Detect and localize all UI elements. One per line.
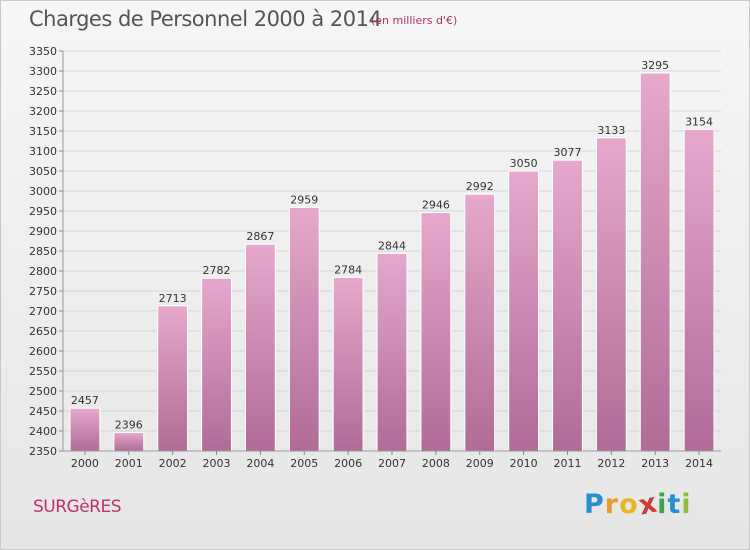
bar-2001 [113,432,145,452]
data-label: 2713 [159,292,187,305]
chart-subtitle: (en milliers d'€) [371,14,458,27]
y-tick-label: 2850 [29,245,57,258]
y-tick-label: 2650 [29,325,57,338]
data-label: 3295 [641,59,669,72]
bar-2000 [69,407,101,452]
data-label: 2959 [290,193,318,206]
x-tick-label: 2008 [422,457,450,470]
y-tick-label: 2750 [29,285,57,298]
data-label: 3154 [685,115,713,128]
y-tick-label: 3300 [29,65,57,78]
data-label: 3050 [510,157,538,170]
x-tick-label: 2002 [159,457,187,470]
y-tick-label: 3350 [29,45,57,58]
bar-2013 [639,72,671,452]
bar-2004 [244,243,276,452]
bars: 2457 2396 2713 2782 2867 2959 2784 2844 2946 2992… [69,59,715,452]
y-tick-label: 2400 [29,425,57,438]
y-tick-label: 3150 [29,125,57,138]
x-tick-label: 2004 [246,457,274,470]
y-tick-label: 3100 [29,145,57,158]
x-tick-label: 2013 [641,457,669,470]
y-tick-label: 2500 [29,385,57,398]
axes: 2350 2400 2450 2500 2550 2600 2650 2700 2750 2800… [29,45,721,470]
bar-2012 [595,137,627,452]
data-label: 2784 [334,263,362,276]
bar-2011 [552,159,583,452]
x-tick-label: 2014 [685,457,713,470]
x-tick-label: 2011 [553,457,581,470]
y-tick-label: 2600 [29,345,57,358]
x-tick-label: 2006 [334,457,362,470]
y-tick-label: 2950 [29,205,57,218]
data-label: 2396 [115,419,143,432]
logo-letter: r [604,489,620,520]
x-tick-label: 2005 [290,457,318,470]
y-tick-label: 2350 [29,445,57,458]
logo-letter: i [657,489,668,520]
bar-2002 [157,305,189,452]
y-tick-label: 3200 [29,105,57,118]
bar-2007 [376,252,408,452]
proxiti-logo[interactable]: Proxiti [584,487,692,521]
data-label: 2946 [422,199,450,212]
bar-2006 [332,276,364,452]
bar-2014 [683,128,715,452]
chart-title: Charges de Personnel 2000 à 2014 [29,7,382,31]
data-label: 3077 [553,146,581,159]
data-label: 2457 [71,394,99,407]
logo-letter: t [667,489,682,520]
y-tick-label: 3250 [29,85,57,98]
data-label: 2867 [246,230,274,243]
data-label: 2844 [378,239,406,252]
y-tick-label: 2550 [29,365,57,378]
x-tick-label: 2010 [510,457,538,470]
x-tick-label: 2000 [71,457,99,470]
logo-letter: i [681,489,692,520]
y-tick-label: 2800 [29,265,57,278]
x-tick-label: 2007 [378,457,406,470]
place-name: SURGèRES [33,497,122,517]
logo-letter: o [619,489,639,520]
bar-2003 [201,277,232,452]
y-tick-label: 3000 [29,185,57,198]
x-tick-label: 2003 [203,457,231,470]
data-label: 3133 [597,124,625,137]
data-label: 2782 [203,264,231,277]
data-label: 2992 [466,180,494,193]
bar-2005 [288,206,320,452]
y-tick-label: 2450 [29,405,57,418]
x-tick-label: 2001 [115,457,143,470]
x-tick-label: 2012 [597,457,625,470]
bar-2009 [464,193,496,452]
bar-2010 [508,170,540,452]
bar-2008 [420,212,452,452]
y-tick-label: 3050 [29,165,57,178]
x-tick-label: 2009 [466,457,494,470]
y-tick-label: 2900 [29,225,57,238]
logo-letter: P [584,489,605,520]
y-tick-label: 2700 [29,305,57,318]
